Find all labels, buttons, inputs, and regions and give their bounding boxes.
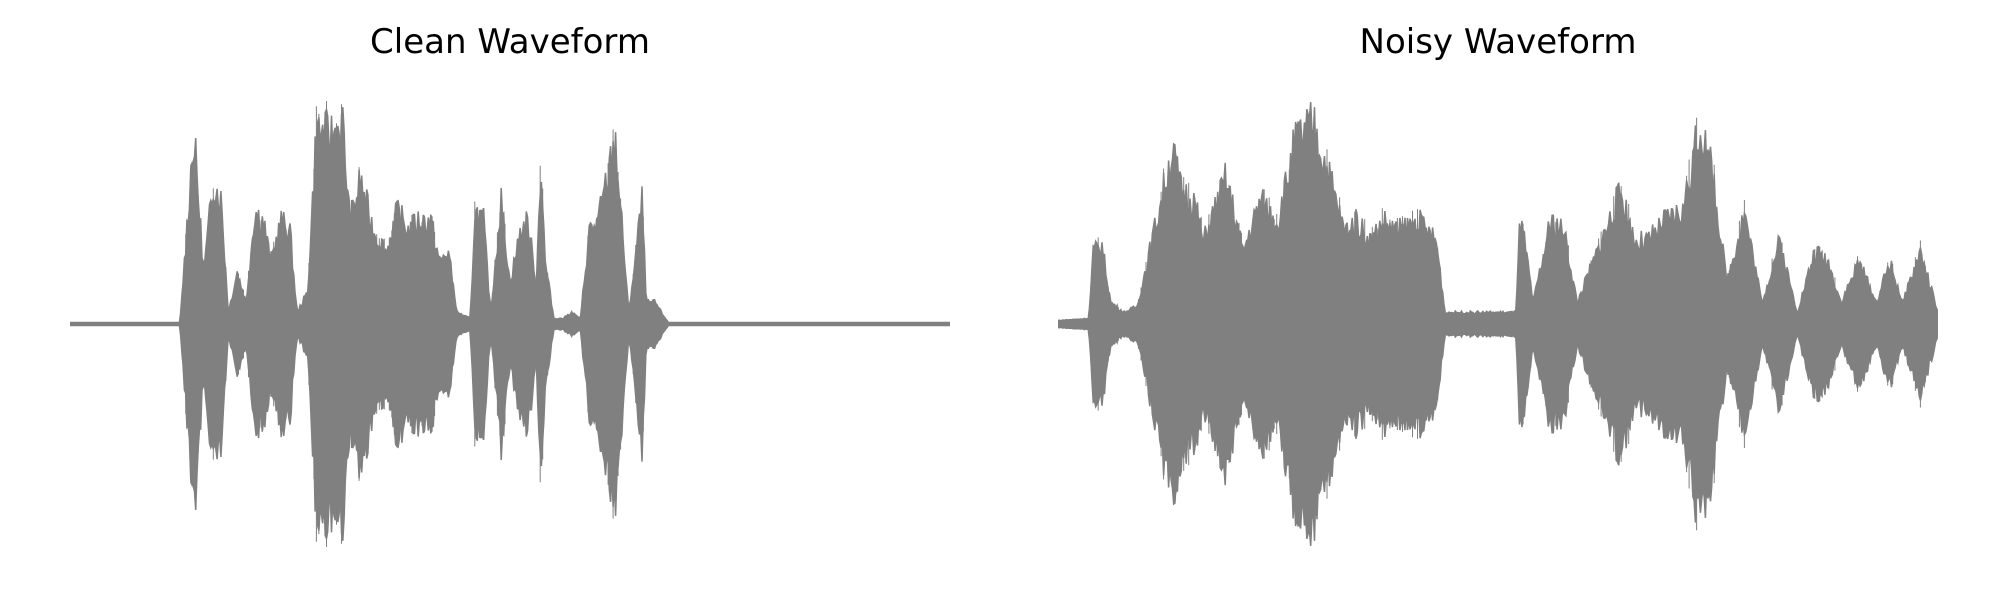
noisy-waveform-title: Noisy Waveform	[1359, 22, 1637, 62]
noisy-waveform-panel: Noisy Waveform	[1058, 0, 1938, 600]
clean-waveform-plot	[70, 101, 950, 547]
clean-waveform-title: Clean Waveform	[370, 22, 650, 62]
clean-waveform-panel: Clean Waveform	[70, 0, 950, 600]
noisy-waveform-plot	[1058, 102, 1938, 546]
